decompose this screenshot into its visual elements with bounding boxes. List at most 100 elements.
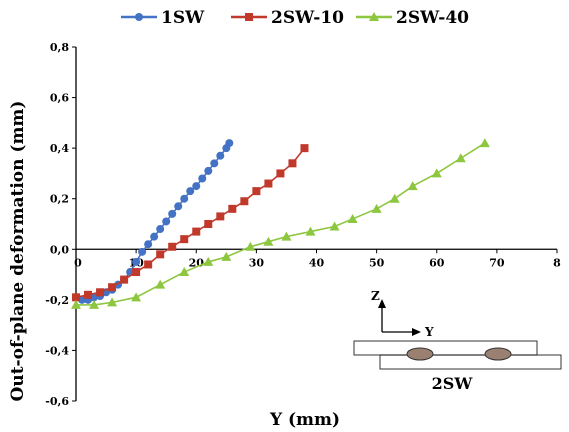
x-tick-label: 60 (429, 256, 445, 269)
data-point-2sw-10 (192, 227, 201, 236)
legend-entry-2sw-40: 2SW-40 (356, 8, 469, 28)
data-point-1sw (168, 209, 177, 218)
data-point-2sw-40 (407, 181, 418, 191)
data-point-2sw-40 (203, 256, 214, 266)
data-point-2sw-40 (305, 226, 316, 236)
data-point-2sw-10 (120, 275, 129, 284)
legend-entry-1sw: 1SW (121, 8, 205, 28)
data-point-2sw-40 (71, 299, 81, 309)
data-point-2sw-10 (132, 268, 141, 277)
inset-y-arrowhead (412, 328, 421, 336)
data-point-1sw (174, 202, 183, 211)
data-point-1sw (198, 174, 207, 183)
data-point-2sw-10 (168, 242, 177, 251)
data-point-2sw-40 (263, 236, 274, 246)
data-point-2sw-40 (371, 203, 382, 213)
series-line-2sw-10 (75, 147, 306, 299)
data-point-2sw-10 (216, 212, 225, 221)
data-point-1sw (192, 182, 201, 191)
data-point-2sw-10 (228, 204, 237, 213)
specimen-inset-diagram: Z Y 2SW (353, 289, 562, 393)
data-point-2sw-10 (144, 260, 153, 269)
data-point-2sw-40 (179, 267, 190, 277)
inset-y-label: Y (424, 325, 434, 339)
data-point-1sw (144, 240, 153, 249)
data-point-2sw-10 (72, 293, 80, 302)
legend: 1SW 2SW-10 2SW-40 (121, 8, 469, 28)
data-point-2sw-40 (155, 279, 166, 289)
data-point-1sw (150, 232, 159, 241)
data-point-2sw-40 (281, 231, 292, 241)
legend-marker (245, 13, 253, 21)
data-point-2sw-10 (96, 288, 105, 297)
data-point-2sw-40 (131, 292, 142, 302)
inset-lower-plate (379, 354, 562, 370)
x-tick-label: 30 (249, 256, 265, 269)
x-tick-label: 40 (309, 256, 325, 269)
inset-z-arrowhead (378, 299, 386, 308)
data-point-1sw (180, 194, 189, 203)
inset-weld-spot-1 (406, 347, 434, 361)
data-point-2sw-40 (347, 213, 358, 223)
data-point-2sw-40 (329, 221, 340, 231)
data-point-2sw-10 (180, 235, 189, 244)
x-tick-label: 0 (74, 256, 82, 269)
y-tick-label: -0,2 (45, 294, 69, 307)
data-point-2sw-10 (108, 283, 117, 292)
legend-label: 2SW-10 (271, 8, 344, 28)
x-tick-label: 8 (553, 256, 561, 269)
data-point-1sw (210, 159, 219, 168)
axes: -0,6-0,4-0,20,00,20,40,60,80102030405060… (45, 41, 561, 408)
data-point-1sw (90, 293, 99, 302)
data-point-1sw (225, 139, 234, 148)
inset-weld-spot-2 (484, 347, 512, 361)
data-point-2sw-40 (245, 241, 256, 251)
legend-entry-2sw-10: 2SW-10 (231, 8, 344, 28)
data-point-2sw-40 (107, 297, 118, 307)
y-tick-label: -0,6 (45, 395, 69, 408)
series-line-2sw-40 (76, 142, 486, 306)
data-point-2sw-40 (89, 299, 100, 309)
x-tick-label: 70 (489, 256, 505, 269)
inset-z-label: Z (371, 289, 380, 303)
y-tick-label: 0,8 (50, 41, 69, 54)
data-point-1sw (156, 225, 165, 234)
legend-marker (369, 12, 379, 21)
y-axis-title: Out-of-plane deformation (mm) (8, 101, 28, 402)
y-tick-label: 0,0 (50, 243, 69, 256)
y-tick-label: 0,6 (50, 92, 69, 105)
data-point-2sw-10 (84, 290, 93, 299)
data-point-2sw-40 (389, 193, 400, 203)
series-2sw-40 (71, 138, 490, 309)
x-axis-title: Y (mm) (269, 410, 340, 430)
data-point-1sw (138, 247, 147, 256)
data-point-2sw-10 (300, 144, 309, 153)
plot-area (71, 138, 490, 309)
y-tick-label: 0,2 (50, 193, 69, 206)
x-tick-label: 50 (369, 256, 385, 269)
data-point-2sw-40 (479, 138, 490, 148)
data-point-1sw (216, 151, 225, 160)
inset-label: 2SW (432, 374, 474, 393)
data-point-1sw (162, 217, 171, 226)
legend-label: 1SW (161, 8, 205, 28)
data-point-1sw (132, 257, 141, 266)
data-point-2sw-40 (221, 251, 232, 261)
series-2sw-10 (72, 144, 309, 302)
legend-label: 2SW-40 (396, 8, 469, 28)
data-point-2sw-10 (204, 220, 213, 228)
legend-marker (135, 13, 143, 21)
data-point-2sw-40 (455, 153, 466, 163)
data-point-2sw-10 (264, 179, 273, 188)
y-tick-label: -0,4 (45, 344, 69, 357)
data-point-2sw-10 (240, 197, 249, 206)
y-tick-label: 0,4 (50, 142, 69, 155)
data-point-2sw-10 (252, 187, 261, 196)
data-point-1sw (78, 295, 87, 304)
data-point-2sw-40 (431, 168, 442, 178)
data-point-1sw (204, 166, 213, 175)
data-point-2sw-10 (288, 159, 297, 168)
data-point-2sw-10 (156, 250, 165, 259)
data-point-1sw (186, 187, 195, 196)
